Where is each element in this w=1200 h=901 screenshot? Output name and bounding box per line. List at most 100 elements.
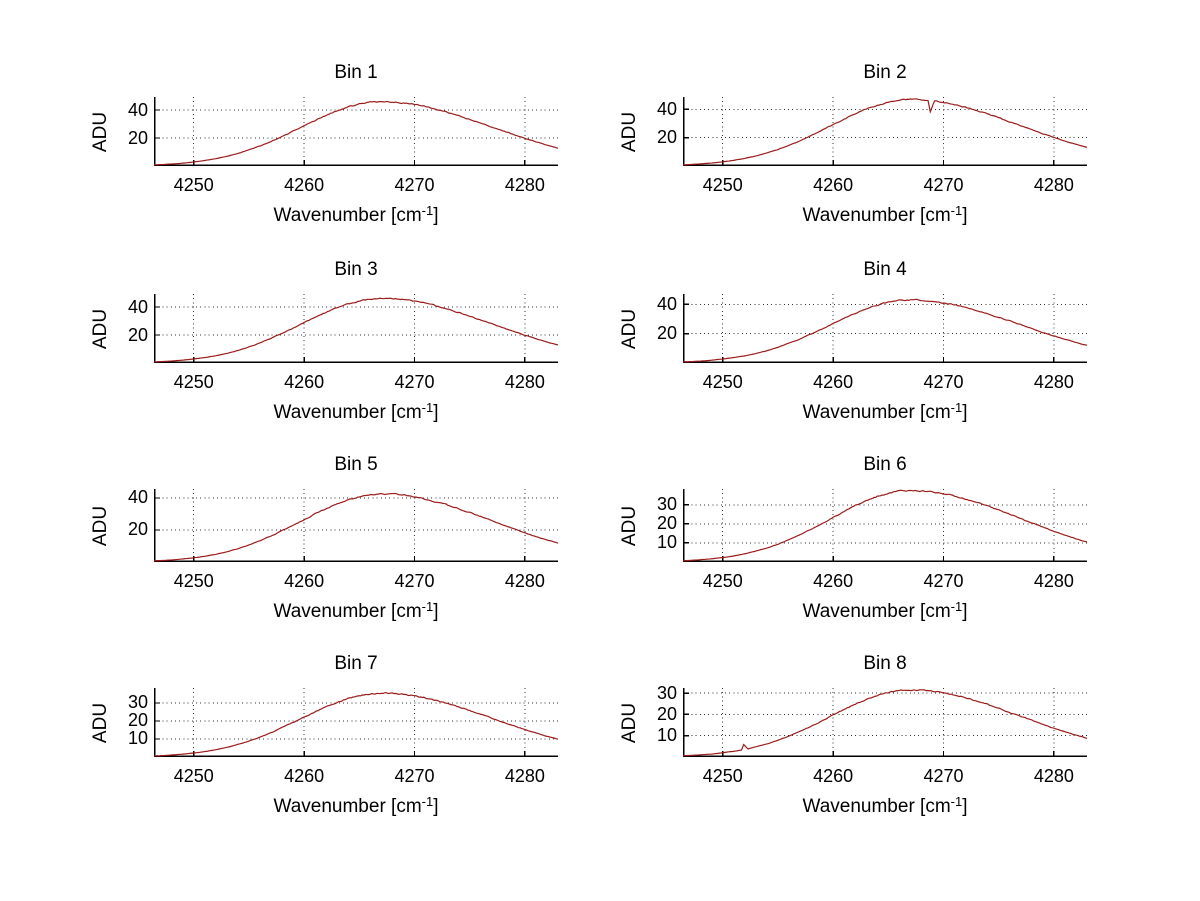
- subplot-bin-8: Bin 8 ADU 4250 4260 4270 4280 10 20 30 Wavenumber…: [619, 653, 1088, 817]
- plot-area: [153, 97, 559, 166]
- x-tick-label: 4250: [702, 766, 743, 786]
- y-tick-label: 20: [127, 710, 148, 731]
- plot-title: Bin 8: [863, 653, 907, 674]
- x-tick-label: 4250: [173, 372, 214, 392]
- x-axis-label-superscript: -1: [421, 794, 434, 809]
- x-tick-label: 4250: [702, 372, 743, 392]
- x-tick-label: 4280: [1033, 372, 1074, 392]
- plot-title: Bin 1: [334, 62, 378, 83]
- spectrum-line: [153, 297, 559, 363]
- plot-title: Bin 3: [334, 259, 378, 280]
- y-tick-label: 20: [127, 127, 148, 148]
- x-axis-label-main: Wavenumber [cm: [273, 205, 422, 226]
- x-axis-label-superscript: -1: [950, 599, 963, 614]
- x-axis-label-main: Wavenumber [cm: [273, 402, 422, 423]
- x-tick-label: 4280: [1033, 571, 1074, 591]
- x-axis-label-close: ]: [433, 205, 439, 226]
- plot-area: [154, 489, 559, 562]
- y-tick-label: 20: [127, 324, 148, 345]
- x-tick-label: 4250: [702, 175, 743, 195]
- x-axis-label-superscript: -1: [950, 400, 963, 415]
- x-axis-label-main: Wavenumber [cm: [802, 796, 951, 817]
- plot-title: Bin 2: [863, 62, 907, 83]
- x-tick-label: 4260: [284, 175, 325, 195]
- x-axis-label-close: ]: [433, 796, 439, 817]
- subplot-bin-6: Bin 6 ADU 4250 4260 4270 4280 10 20 30 Wavenumber…: [619, 454, 1088, 622]
- x-axis-label: Wavenumber [cm-1]: [154, 203, 558, 227]
- plot-title: Bin 4: [863, 259, 907, 280]
- x-tick-label: 4260: [813, 175, 854, 195]
- x-axis-label: Wavenumber [cm-1]: [683, 599, 1087, 623]
- x-axis-label-close: ]: [962, 205, 968, 226]
- x-tick-label: 4270: [923, 766, 964, 786]
- x-tick-label: 4250: [702, 571, 743, 591]
- y-tick-label: 20: [656, 703, 677, 724]
- x-axis-label-main: Wavenumber [cm: [802, 601, 951, 622]
- spectrum-line: [153, 100, 559, 166]
- plot-area: [682, 97, 1088, 166]
- spectrum-line: [154, 492, 559, 562]
- subplot-bin-1: Bin 1 ADU 4250 4260 4270 4280 20 40 Wavenumber […: [90, 62, 559, 226]
- x-tick-label: 4280: [504, 571, 545, 591]
- x-tick-label: 4270: [394, 766, 435, 786]
- x-tick-label: 4260: [813, 571, 854, 591]
- x-axis-label: Wavenumber [cm-1]: [154, 794, 558, 818]
- spectrum-line: [153, 692, 559, 757]
- y-tick-label: 30: [656, 682, 677, 703]
- y-tick-label: 30: [656, 494, 677, 515]
- x-tick-label: 4280: [1033, 766, 1074, 786]
- y-tick-label: 20: [127, 519, 148, 540]
- y-tick-label: 20: [656, 513, 677, 534]
- x-axis-label-close: ]: [433, 601, 439, 622]
- x-tick-label: 4280: [504, 372, 545, 392]
- x-axis-label-superscript: -1: [950, 203, 963, 218]
- x-axis-label: Wavenumber [cm-1]: [683, 794, 1087, 818]
- plot-area: [682, 489, 1088, 562]
- x-tick-label: 4270: [394, 571, 435, 591]
- x-axis-label-superscript: -1: [421, 400, 434, 415]
- spectrum-line: [682, 298, 1088, 363]
- x-axis-label-close: ]: [962, 601, 968, 622]
- x-axis-label: Wavenumber [cm-1]: [683, 400, 1087, 424]
- y-tick-label: 40: [127, 296, 148, 317]
- plot-area: [682, 294, 1088, 363]
- y-tick-label: 30: [127, 692, 148, 713]
- y-tick-label: 40: [127, 487, 148, 508]
- x-axis-label-close: ]: [433, 402, 439, 423]
- x-axis-label: Wavenumber [cm-1]: [154, 400, 558, 424]
- x-axis-label-superscript: -1: [421, 599, 434, 614]
- x-tick-label: 4260: [813, 766, 854, 786]
- x-axis-label-main: Wavenumber [cm: [802, 402, 951, 423]
- x-tick-label: 4270: [394, 175, 435, 195]
- x-axis-label: Wavenumber [cm-1]: [154, 599, 558, 623]
- plot-area: [682, 688, 1088, 757]
- x-axis-label-close: ]: [962, 402, 968, 423]
- x-axis-label-close: ]: [962, 796, 968, 817]
- plot-title: Bin 6: [863, 454, 907, 475]
- x-tick-label: 4270: [923, 372, 964, 392]
- x-tick-label: 4250: [173, 175, 214, 195]
- x-tick-label: 4250: [173, 766, 214, 786]
- x-tick-label: 4270: [394, 372, 435, 392]
- x-tick-label: 4260: [813, 372, 854, 392]
- plot-title: Bin 7: [334, 653, 378, 674]
- y-tick-label: 20: [656, 127, 677, 148]
- x-tick-label: 4270: [923, 571, 964, 591]
- spectrum-line: [682, 689, 1088, 757]
- y-tick-label: 40: [656, 293, 677, 314]
- x-tick-label: 4280: [1033, 175, 1074, 195]
- y-tick-label: 40: [656, 98, 677, 119]
- y-tick-label: 10: [656, 725, 677, 746]
- x-tick-label: 4280: [504, 766, 545, 786]
- subplot-bin-5: Bin 5 ADU 4250 4260 4270 4280 20 40 Wavenumber […: [90, 454, 559, 622]
- y-tick-label: 10: [127, 728, 148, 749]
- x-tick-label: 4280: [504, 175, 545, 195]
- x-axis-label: Wavenumber [cm-1]: [683, 203, 1087, 227]
- x-axis-label-superscript: -1: [950, 794, 963, 809]
- spectrum-line: [682, 489, 1088, 562]
- x-tick-label: 4260: [284, 372, 325, 392]
- x-tick-label: 4270: [923, 175, 964, 195]
- plot-title: Bin 5: [334, 454, 378, 475]
- plot-area: [153, 294, 559, 363]
